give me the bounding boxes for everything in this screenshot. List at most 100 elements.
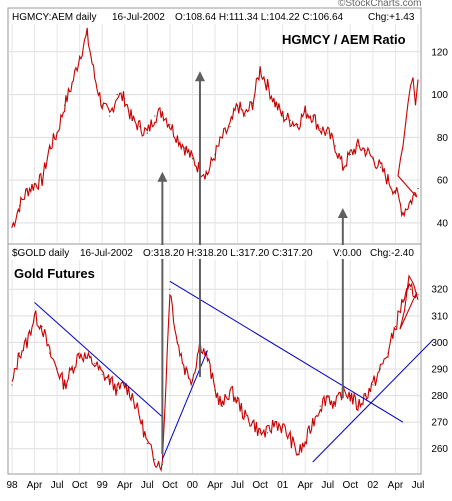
x-axis-label: Jul xyxy=(51,480,64,491)
top-data-point xyxy=(184,147,186,149)
x-axis-label: Oct xyxy=(72,480,88,491)
top-data-point xyxy=(33,183,36,185)
bottom-title: Gold Futures xyxy=(14,266,95,281)
bottom-data-point xyxy=(26,341,28,344)
bottom-data-point xyxy=(259,432,261,434)
top-data-point xyxy=(131,119,133,121)
x-axis-label: Oct xyxy=(162,480,178,491)
bottom-data-point xyxy=(191,379,194,381)
x-axis-label: 01 xyxy=(277,480,289,491)
arrow-head-1 xyxy=(194,71,205,82)
top-change: Chg:+1.43 xyxy=(368,12,415,23)
top-data-point xyxy=(282,115,284,117)
top-data-point xyxy=(349,153,351,156)
arrow-head-0 xyxy=(157,171,168,182)
bottom-ytick-label: 320 xyxy=(431,285,448,296)
bottom-data-point xyxy=(236,400,239,402)
top-data-point xyxy=(379,166,382,168)
trendline-2 xyxy=(169,280,404,423)
bottom-data-point xyxy=(319,405,321,407)
bottom-data-point xyxy=(244,416,246,418)
bottom-date: 16-Jul-2002 xyxy=(80,248,133,259)
bottom-data-point xyxy=(33,315,36,317)
bottom-data-point xyxy=(267,432,269,434)
bottom-data-point xyxy=(176,341,179,344)
top-data-point xyxy=(402,211,404,213)
bottom-data-point xyxy=(48,352,51,354)
top-data-point xyxy=(56,132,58,134)
top-data-point xyxy=(409,200,412,203)
top-ytick-label: 40 xyxy=(437,218,449,229)
top-series xyxy=(11,27,419,228)
top-data-point xyxy=(79,55,81,57)
top-title: HGMCY / AEM Ratio xyxy=(282,32,406,47)
bottom-data-point xyxy=(124,384,126,386)
bottom-data-point xyxy=(297,453,299,455)
x-axis-label: Jul xyxy=(141,480,154,491)
top-data-point xyxy=(26,190,28,192)
top-grid xyxy=(9,24,420,243)
top-data-point xyxy=(86,34,88,36)
bottom-data-point xyxy=(146,442,148,445)
top-data-point xyxy=(191,158,194,160)
x-axis-label: 98 xyxy=(6,480,18,491)
top-data-point xyxy=(372,158,374,160)
top-data-point xyxy=(11,226,13,228)
bottom-header-bg xyxy=(9,245,420,259)
bottom-price-line xyxy=(11,274,419,472)
top-data-point xyxy=(244,115,246,117)
top-ytick-label: 100 xyxy=(431,90,448,101)
top-data-point xyxy=(267,85,269,87)
bottom-data-point xyxy=(379,368,382,370)
top-data-point xyxy=(387,179,389,181)
x-axis-label: 02 xyxy=(367,480,379,491)
bottom-ohlc: O:318.20 H:318.20 L:317.20 C:317.20 xyxy=(143,248,313,259)
bottom-data-point xyxy=(169,288,171,290)
bottom-data-point xyxy=(11,384,13,386)
bottom-data-point xyxy=(251,421,254,423)
x-axis-label: Apr xyxy=(388,480,404,491)
top-data-point xyxy=(176,136,179,138)
x-axis-label: 99 xyxy=(97,480,109,491)
bottom-data-point xyxy=(357,405,359,407)
bottom-change: Chg:-2.40 xyxy=(370,248,414,259)
x-axis-label: Apr xyxy=(117,480,133,491)
top-data-point xyxy=(312,115,314,117)
top-data-point xyxy=(71,83,73,85)
bottom-ytick-label: 300 xyxy=(431,338,448,349)
top-data-point xyxy=(357,145,359,147)
bottom-data-point xyxy=(56,368,58,370)
top-data-point xyxy=(48,147,51,149)
top-data-point xyxy=(161,111,163,113)
bottom-data-point xyxy=(184,368,186,370)
top-data-point xyxy=(251,102,254,104)
top-data-point xyxy=(18,205,21,207)
bottom-data-point xyxy=(274,421,276,423)
bottom-yticks: 260 270 280 290 300 310 320 xyxy=(431,285,448,455)
x-axis-label: Apr xyxy=(207,480,223,491)
top-data-point xyxy=(236,104,239,106)
bottom-data-point xyxy=(161,464,163,466)
top-data-point xyxy=(297,123,299,126)
top-data-point xyxy=(229,126,231,128)
bottom-ytick-label: 260 xyxy=(431,444,448,455)
bottom-data-point xyxy=(394,325,397,328)
top-ytick-label: 120 xyxy=(431,47,448,58)
top-data-point xyxy=(169,123,171,126)
bottom-data-point xyxy=(387,352,389,354)
bottom-data-point xyxy=(79,352,81,354)
top-data-point xyxy=(146,132,148,134)
top-data-point xyxy=(259,68,261,70)
bottom-series xyxy=(11,274,419,472)
watermark: ©StockCharts.com xyxy=(338,0,422,9)
bottom-data-point xyxy=(364,394,366,397)
top-data-point xyxy=(94,76,96,79)
top-ytick-label: 60 xyxy=(437,176,449,187)
bottom-data-point xyxy=(372,384,374,386)
bottom-data-point xyxy=(116,389,118,391)
top-yticks: 40 60 80 100 120 xyxy=(431,47,448,229)
bottom-data-point xyxy=(131,394,133,397)
x-axis-label: Oct xyxy=(252,480,268,491)
top-data-point xyxy=(417,188,419,190)
x-axis-label: Oct xyxy=(343,480,359,491)
